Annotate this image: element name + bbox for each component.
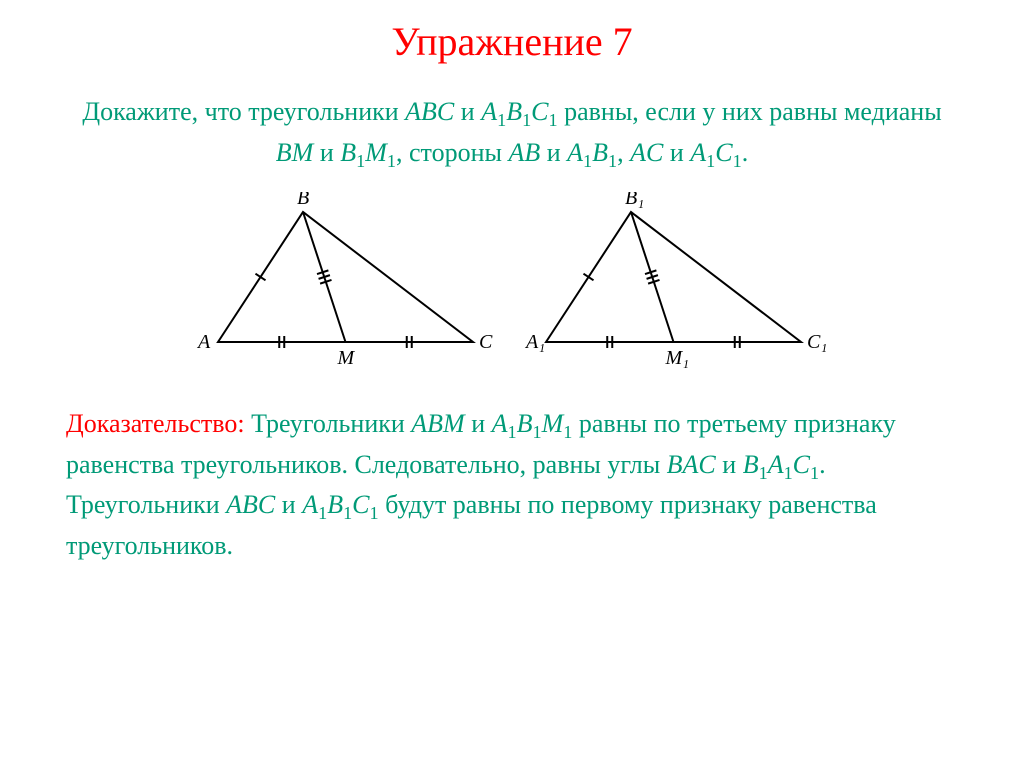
svg-text:C: C [479,331,493,353]
svg-text:B₁: B₁ [625,192,644,209]
svg-text:M₁: M₁ [665,347,690,369]
triangle-abc: A B C M [188,192,508,377]
exercise-slide: Упражнение 7 Докажите, что треугольники … [0,0,1024,768]
figures-row: A B C M A₁ B₁ C₁ M₁ [60,192,964,377]
svg-text:A: A [196,331,211,353]
proof-paragraph: Доказательство: Треугольники ABM и A1B1M… [66,405,958,564]
svg-text:C₁: C₁ [807,331,827,353]
svg-text:A₁: A₁ [524,331,545,353]
problem-statement: Докажите, что треугольники ABC и A1B1C1 … [70,93,954,174]
triangle-a1b1c1: A₁ B₁ C₁ M₁ [516,192,836,377]
svg-text:M: M [337,347,356,369]
exercise-title: Упражнение 7 [60,18,964,65]
svg-text:B: B [297,192,309,209]
proof-lead: Доказательство: [66,409,245,438]
